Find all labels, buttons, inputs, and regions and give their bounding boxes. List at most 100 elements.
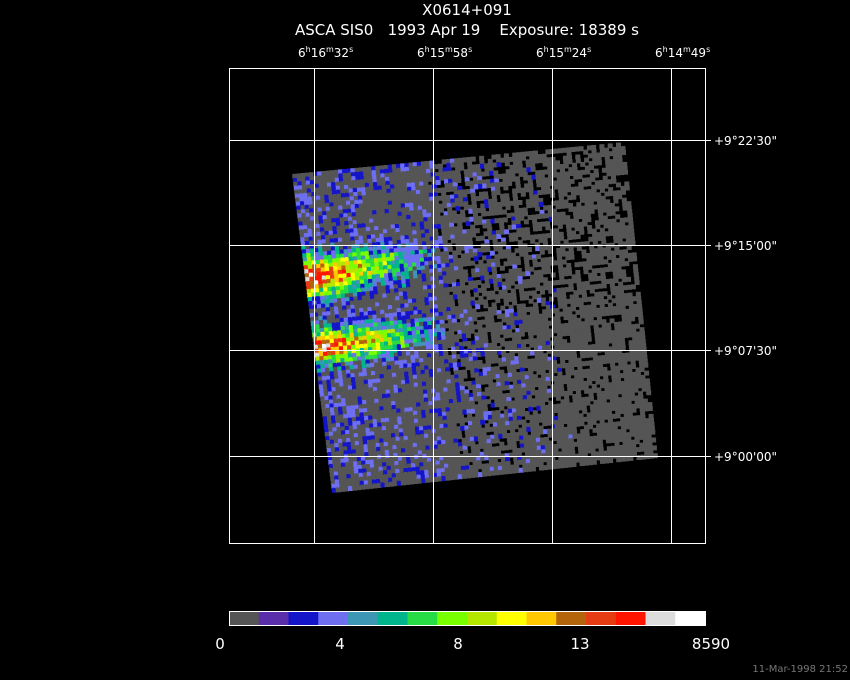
pixel (435, 288, 441, 294)
pixel (366, 471, 372, 477)
pixel (475, 340, 481, 346)
pixel (366, 403, 372, 409)
pixel (510, 288, 516, 294)
pixel (339, 486, 345, 492)
pixel (426, 381, 432, 387)
pixel (413, 378, 419, 384)
pixel (408, 335, 414, 340)
pixel (379, 301, 385, 307)
pixel (574, 262, 580, 268)
pixel (387, 264, 393, 270)
pixel (524, 447, 530, 452)
pixel (433, 264, 439, 270)
pixel (434, 448, 440, 454)
pixel (309, 240, 315, 246)
pixel (467, 385, 473, 390)
pixel (429, 477, 435, 483)
pixel (529, 342, 535, 348)
pixel (558, 451, 563, 457)
pixel (568, 246, 574, 252)
pixel (468, 168, 473, 174)
pixel (318, 316, 324, 321)
pixel (464, 389, 470, 395)
pixel (313, 276, 319, 282)
pixel (334, 246, 340, 251)
pixel (419, 325, 425, 331)
pixel (341, 265, 347, 271)
pixel (530, 458, 535, 464)
pixel (488, 451, 493, 456)
pixel (396, 372, 402, 378)
pixel (423, 361, 429, 367)
pixel (455, 310, 461, 316)
pixel (380, 209, 386, 215)
pixel (436, 332, 442, 338)
pixel (445, 159, 451, 164)
pixel (346, 269, 351, 274)
pixel (354, 203, 360, 209)
pixel (499, 337, 505, 343)
pixel (457, 333, 463, 339)
pixel (423, 221, 429, 227)
pixel (526, 390, 532, 396)
pixel (545, 416, 551, 422)
pixel (356, 316, 361, 322)
pixel (321, 408, 327, 414)
pixel (495, 154, 501, 160)
pixel (322, 283, 328, 289)
pixel (474, 332, 480, 338)
pixel (404, 439, 410, 445)
pixel (398, 360, 404, 366)
pixel (318, 179, 324, 185)
pixel (538, 237, 544, 243)
pixel (380, 482, 386, 488)
pixel (395, 364, 401, 370)
pixel (427, 389, 433, 395)
pixel (447, 206, 453, 212)
pixel (563, 426, 569, 432)
pixel (446, 343, 452, 349)
pixel (521, 307, 527, 313)
pixel (607, 450, 613, 456)
pixel (359, 344, 365, 349)
pixel (337, 302, 343, 307)
pixel (400, 372, 406, 377)
pixel (378, 430, 384, 436)
pixel (321, 239, 327, 245)
pixel (560, 323, 566, 329)
pixel (367, 166, 372, 172)
pixel (529, 306, 535, 312)
pixel (597, 439, 603, 445)
pixel (497, 206, 503, 211)
pixel (404, 199, 410, 204)
pixel (315, 223, 321, 229)
pixel (605, 322, 611, 328)
pixel (488, 418, 494, 424)
pixel (469, 184, 475, 190)
pixel (605, 358, 611, 364)
pixel (545, 372, 551, 378)
pixel (519, 363, 525, 369)
pixel (356, 485, 362, 491)
pixel (558, 195, 564, 201)
pixel (344, 293, 350, 299)
pixel (506, 213, 512, 218)
pixel (560, 247, 566, 253)
pixel (437, 372, 443, 378)
pixel (512, 376, 518, 382)
pixel (584, 165, 590, 171)
pixel (369, 286, 375, 292)
pixel (534, 198, 540, 204)
pixel (402, 255, 408, 261)
pixel (370, 266, 376, 272)
pixel (555, 319, 561, 325)
pixel (388, 272, 394, 278)
pixel (598, 251, 604, 257)
pixel (455, 274, 460, 280)
pixel (464, 285, 470, 291)
pixel (458, 161, 464, 167)
pixel (387, 164, 393, 170)
pixel (370, 334, 376, 340)
pixel (537, 261, 542, 267)
pixel (374, 262, 380, 268)
